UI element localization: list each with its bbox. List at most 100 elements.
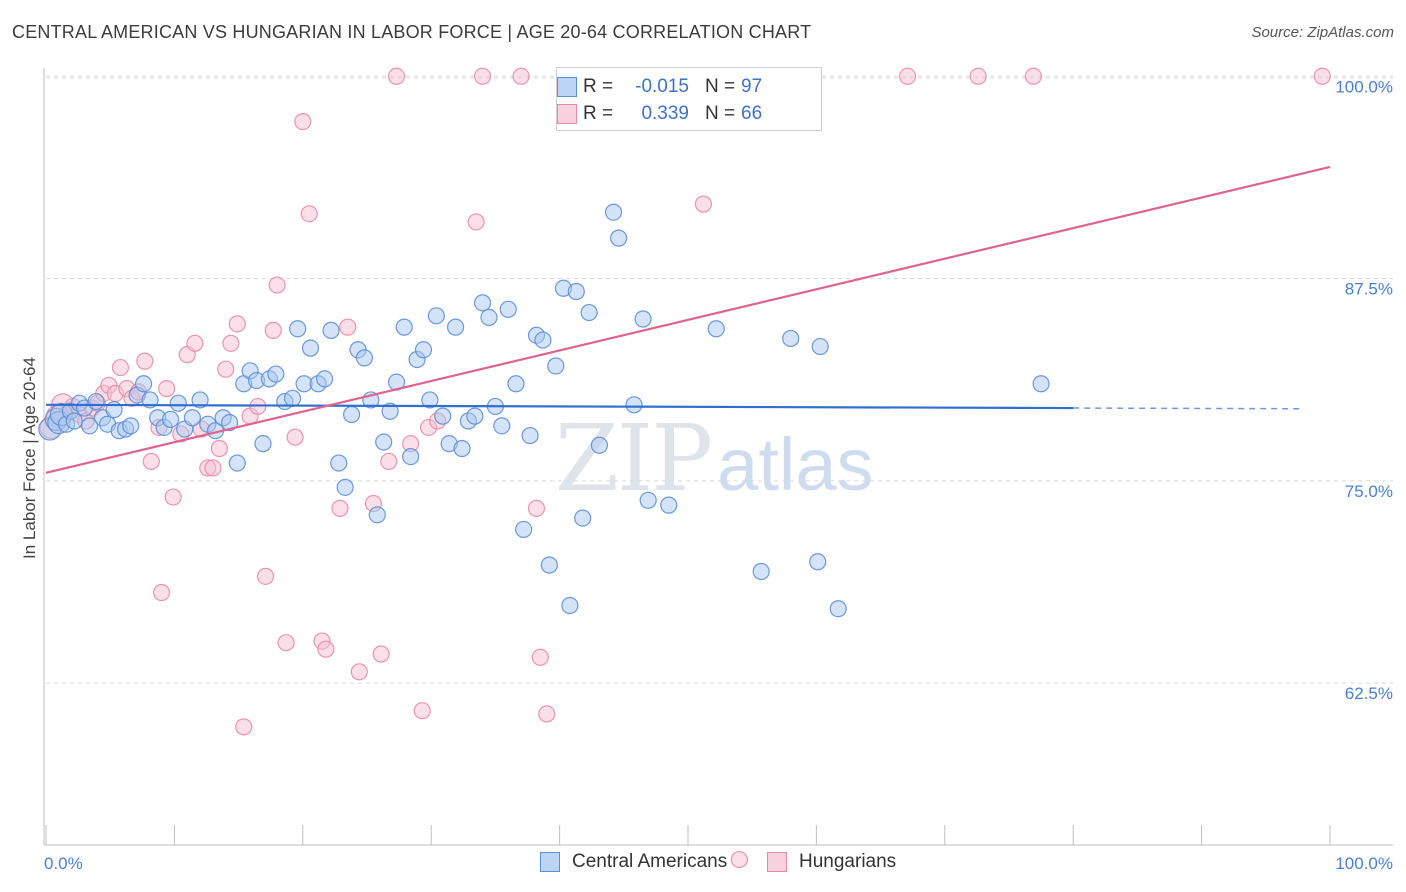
legend-n-label: N = [705,103,736,124]
hungarians-point [898,67,917,85]
hungarians-point [317,640,335,658]
hungarians-point [1024,67,1042,85]
source-label: Source: ZipAtlas.com [1251,24,1394,41]
hungarians-point [256,567,275,585]
bottom-legend: Central Americans Hungarians [0,851,1406,877]
central-americans-point [81,417,99,435]
legend-swatch-pink [557,104,577,124]
hungarians-point [222,334,240,352]
central-americans-point [480,308,498,327]
central-americans-point [453,439,471,458]
trend-lines [45,165,1331,474]
central-americans-point [829,600,847,618]
central-americans-point [402,447,420,466]
hungarians-point [730,850,748,869]
chart-title: CENTRAL AMERICAN VS HUNGARIAN IN LABOR F… [12,22,812,42]
central-americans-point [316,370,334,388]
central-americans-point [625,396,643,414]
hungarians-point [294,112,312,131]
central-americans-point [707,320,725,338]
hungarians-point [152,583,171,602]
central-americans-point [141,391,159,409]
central-americans-point [604,203,623,221]
central-americans-point [267,365,285,383]
central-americans-point [580,303,598,322]
central-americans-point [330,454,348,472]
hungarians-point [264,321,282,339]
central-americans-point [590,436,609,454]
central-americans-point [515,520,533,539]
legend-n-label: N = [705,76,736,97]
y-tick-label: 100.0% [1335,77,1393,96]
hungarians-point [300,205,318,223]
central-americans-point [493,417,511,435]
hungarians-point [142,452,160,471]
central-americans-point [342,405,361,424]
central-americans-point [421,391,439,409]
central-americans-point [446,318,465,336]
hungarians-point [473,67,492,85]
hungarians-point [331,499,349,517]
central-americans-point [134,375,153,393]
central-americans-point [1032,375,1050,393]
central-americans-point [414,341,433,359]
y-axis-title: In Labor Force | Age 20-64 [20,357,39,559]
central-americans-point [547,357,565,375]
legend-n-value: 97 [741,76,763,97]
central-americans-point [254,435,272,453]
axes [43,68,1393,846]
legend-n-value: 66 [741,103,763,124]
central-americans-point [561,596,579,615]
hungarians-point [527,499,546,517]
central-americans-point [191,391,209,409]
central-americans-point [283,389,302,407]
legend: R = -0.015 N = 97 R = 0.339 N = 66 [556,67,822,131]
hungarians-point [286,428,304,446]
central-americans-point [811,337,829,356]
y-tick-label: 87.5% [1345,280,1393,299]
bottom-legend-swatch-pink [767,852,787,872]
central-americans-point [183,409,201,427]
y-tick-label: 75.0% [1345,482,1393,501]
central-americans-point [466,407,484,425]
central-americans-trend-extension [1073,407,1305,410]
watermark-atlas: atlas [717,423,874,506]
legend-r-label: R = [583,103,614,124]
y-tick-label: 62.5% [1345,684,1393,703]
legend-row-central-americans: R = -0.015 N = 97 [557,74,763,100]
hungarians-point [350,663,368,681]
bottom-legend-hungarians: Hungarians [767,851,896,873]
hungarians-point [372,645,390,663]
central-americans-point [301,339,320,357]
hungarians-point [277,634,295,652]
central-americans-point [336,478,354,496]
hungarians-point [694,195,713,213]
central-americans-point [473,294,492,312]
hungarians-point [235,718,253,736]
central-americans-point [368,506,386,524]
hungarians-point [339,318,357,336]
bottom-legend-central-americans: Central Americans [540,851,727,873]
bottom-legend-swatch-blue [540,852,560,872]
hungarians-point [217,360,235,378]
central-americans-point [634,310,652,328]
central-americans-point [228,454,246,472]
central-americans-point [610,229,628,247]
central-americans-point [434,407,452,425]
hungarians-point [512,67,530,85]
central-americans-point [122,417,140,435]
central-americans-point [427,307,445,325]
legend-row-hungarians: R = 0.339 N = 66 [557,101,763,127]
central-americans-point [574,509,592,527]
hungarians-trend-line [45,165,1331,474]
central-americans-point [752,562,770,581]
central-americans-trend-line [45,403,1074,410]
central-americans-point [567,282,585,301]
central-americans-point [809,553,827,571]
central-americans-point [521,426,539,445]
central-americans-point [395,318,413,336]
central-americans-point [322,321,340,339]
central-americans-point [289,320,307,338]
central-americans-point [161,410,180,428]
